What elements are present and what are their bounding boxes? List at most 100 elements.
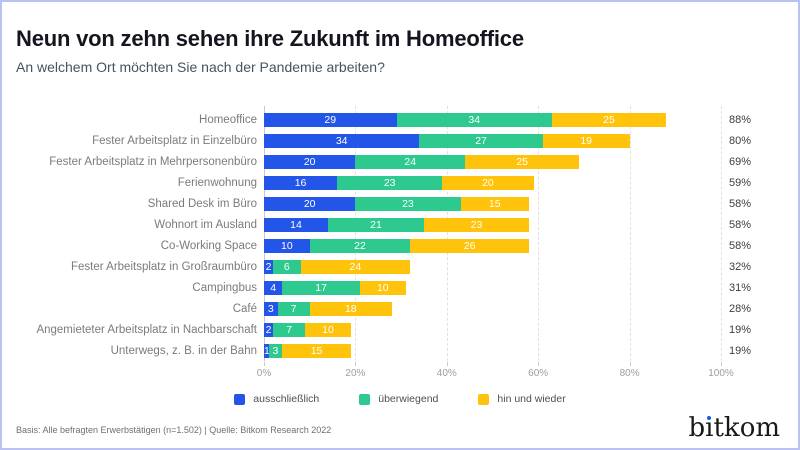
legend-swatch (234, 393, 246, 405)
category-label: Wohnort im Ausland (154, 218, 257, 231)
page-subtitle: An welchem Ort möchten Sie nach der Pand… (16, 59, 385, 75)
legend-item: hin und wieder (478, 393, 566, 405)
total-label: 69% (729, 155, 752, 168)
total-label: 59% (729, 176, 752, 189)
legend-item: überwiegend (359, 393, 438, 405)
bar-row: Fester Arbeitsplatz in Großraumbüro 2 6 24 3… (2, 256, 798, 277)
bar-row: Fester Arbeitsplatz in Mehrpersonenbüro 2… (2, 151, 798, 172)
bar-segment-ausschließlich: 20 (264, 196, 356, 211)
bar-track: 10 22 26 (264, 238, 721, 253)
legend: ausschließlich überwiegend hin und wieder (2, 393, 798, 405)
axis-tick (446, 362, 448, 366)
bar-segment-überwiegend: 17 (282, 280, 360, 295)
legend-label: hin und wieder (497, 393, 566, 405)
bar-track: 34 27 19 (264, 133, 721, 148)
axis-tick-label: 0% (256, 368, 272, 379)
bar-segment-ausschließlich: 14 (264, 217, 328, 232)
bar-track: 20 24 25 (264, 154, 721, 169)
total-label: 28% (729, 302, 752, 315)
axis-tick-label: 80% (619, 368, 640, 379)
page-title: Neun von zehn sehen ihre Zukunft im Home… (16, 26, 524, 51)
category-label: Fester Arbeitsplatz in Einzelbüro (92, 134, 257, 147)
bar-segment-ausschließlich: 2 (264, 259, 274, 274)
category-label: Fester Arbeitsplatz in Mehrpersonenbüro (49, 155, 257, 168)
logo-letter-i: ı (705, 413, 714, 443)
bar-segment-hin und wieder: 26 (410, 238, 530, 253)
bitkom-logo: bı tkom (688, 413, 781, 443)
bar-row: Homeoffice 29 34 25 88% (2, 109, 798, 130)
bar-segment-ausschließlich: 16 (264, 175, 338, 190)
bar-row: Fester Arbeitsplatz in Einzelbüro 34 27 19 8… (2, 130, 798, 151)
bar-segment-hin und wieder: 19 (542, 133, 630, 148)
bar-track: 20 23 15 (264, 196, 721, 211)
bar-segment-ausschließlich: 2 (264, 322, 274, 337)
axis-tick (264, 362, 265, 366)
bar-segment-überwiegend: 24 (355, 154, 466, 169)
bar-track: 16 23 20 (264, 175, 721, 190)
bar-row: Angemieteter Arbeitsplatz in Nachbarscha… (2, 319, 798, 340)
bar-segment-ausschließlich: 3 (264, 301, 278, 316)
logo-i-dot (707, 416, 712, 420)
x-axis: 0% 20% 40% 60% 80% 100% (257, 362, 734, 384)
bar-segment-ausschließlich: 20 (264, 154, 356, 169)
legend-label: ausschließlich (253, 393, 320, 405)
category-label: Campingbus (192, 281, 257, 294)
legend-swatch (359, 393, 371, 405)
legend-swatch (478, 393, 490, 405)
bar-segment-überwiegend: 3 (268, 343, 283, 358)
bar-segment-hin und wieder: 18 (309, 301, 392, 316)
bar-segment-hin und wieder: 25 (551, 112, 667, 127)
bar-row: Co-Working Space 10 22 26 58% (2, 235, 798, 256)
axis-tick (629, 362, 631, 366)
total-label: 88% (729, 113, 752, 126)
total-label: 19% (729, 323, 752, 336)
bar-rows: Homeoffice 29 34 25 88% Fester Arbeitsplatz i… (2, 109, 798, 361)
axis-tick-label: 100% (708, 368, 734, 379)
category-label: Unterwegs, z. B. in der Bahn (110, 344, 257, 357)
category-label: Café (232, 302, 257, 315)
bar-row: Wohnort im Ausland 14 21 23 58% (2, 214, 798, 235)
legend-label: überwiegend (378, 393, 439, 405)
plot-area: Homeoffice 29 34 25 88% Fester Arbeitsplatz i… (2, 106, 798, 361)
bar-track: 4 17 10 (264, 280, 721, 295)
axis-tick (355, 362, 357, 366)
total-label: 31% (729, 281, 752, 294)
bar-segment-hin und wieder: 10 (359, 280, 406, 295)
axis-tick-label: 40% (436, 368, 457, 379)
bar-segment-ausschließlich: 10 (264, 238, 310, 253)
source-note: Basis: Alle befragten Erwerbstätigen (n=… (16, 425, 332, 435)
stacked-bar-chart: Homeoffice 29 34 25 88% Fester Arbeitsplatz i… (2, 106, 798, 405)
bar-segment-überwiegend: 23 (355, 196, 461, 211)
bar-segment-ausschließlich: 4 (264, 280, 283, 295)
category-label: Ferienwohnung (177, 176, 257, 189)
bar-row: Ferienwohnung 16 23 20 59% (2, 172, 798, 193)
bar-segment-ausschließlich: 1 (264, 343, 270, 358)
category-label: Fester Arbeitsplatz in Großraumbüro (71, 260, 257, 273)
total-label: 80% (729, 134, 752, 147)
bar-segment-hin und wieder: 20 (442, 175, 534, 190)
total-label: 58% (729, 218, 752, 231)
bar-segment-überwiegend: 23 (337, 175, 443, 190)
bar-track: 2 6 24 (264, 259, 721, 274)
bar-segment-ausschließlich: 34 (264, 133, 420, 148)
bar-segment-überwiegend: 6 (273, 259, 301, 274)
category-label: Co-Working Space (160, 239, 257, 252)
axis-tick (721, 362, 722, 366)
category-label: Shared Desk im Büro (147, 197, 257, 210)
axis-tick (538, 362, 540, 366)
bar-segment-ausschließlich: 29 (264, 112, 397, 127)
bar-track: 1 3 15 (264, 343, 721, 358)
bar-segment-überwiegend: 27 (419, 133, 543, 148)
bar-track: 2 7 10 (264, 322, 721, 337)
bar-segment-überwiegend: 34 (396, 112, 552, 127)
total-label: 19% (729, 344, 752, 357)
total-label: 58% (729, 197, 752, 210)
bar-segment-überwiegend: 21 (327, 217, 424, 232)
bar-row: Shared Desk im Büro 20 23 15 58% (2, 193, 798, 214)
category-label: Homeoffice (199, 113, 257, 126)
bar-segment-hin und wieder: 15 (282, 343, 351, 358)
bar-row: Unterwegs, z. B. in der Bahn 1 3 15 19% (2, 340, 798, 361)
category-label: Angemieteter Arbeitsplatz in Nachbarscha… (36, 323, 257, 336)
bar-segment-überwiegend: 7 (277, 301, 310, 316)
